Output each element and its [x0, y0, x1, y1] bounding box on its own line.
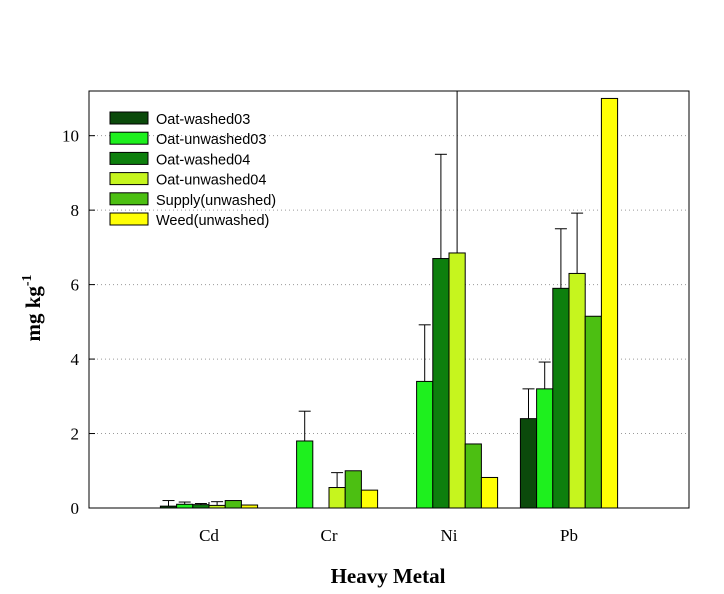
y-axis-title: mg kg-1	[20, 274, 45, 341]
y-tick-label: 8	[71, 201, 80, 220]
legend-swatch	[109, 212, 149, 226]
y-axis-ticks: 0 2 4 6 8 10	[62, 127, 95, 518]
legend-label: Oat-washed04	[156, 152, 250, 168]
bar	[176, 503, 194, 509]
legend-swatch	[109, 192, 149, 206]
bar	[552, 287, 570, 509]
bar	[464, 443, 482, 509]
bar	[328, 487, 346, 509]
legend: Oat-washed03 Oat-unwashed03 Oat-washed04 Oa…	[109, 111, 276, 229]
legend-label: Supply(unwashed)	[156, 193, 276, 209]
x-axis-title: Heavy Metal	[331, 564, 446, 588]
x-tick-label: Cd	[199, 526, 219, 545]
y-tick-label: 4	[71, 350, 80, 369]
x-axis-ticks: Cd Cr Ni Pb	[199, 502, 578, 545]
bar	[480, 476, 499, 509]
legend-swatch	[109, 131, 149, 145]
x-tick-label: Ni	[441, 526, 458, 545]
bar	[536, 388, 554, 509]
bar	[448, 252, 466, 509]
legend-label: Oat-unwashed03	[156, 132, 266, 148]
legend-label: Oat-unwashed04	[156, 173, 266, 189]
plot-frame	[88, 90, 690, 509]
bar	[192, 504, 210, 509]
x-tick-label: Cr	[321, 526, 338, 545]
y-tick-label: 10	[62, 127, 79, 146]
y-axis-title-superscript: -1	[20, 274, 35, 286]
bar	[432, 258, 450, 509]
bar	[584, 315, 602, 509]
legend-swatch	[109, 172, 149, 186]
bar	[600, 97, 619, 509]
y-axis-title-main: mg kg	[21, 286, 45, 342]
legend-label: Oat-washed03	[156, 112, 250, 128]
bar	[568, 272, 586, 509]
error-bars	[162, 91, 584, 507]
bar	[519, 418, 538, 509]
legend-swatch	[109, 151, 149, 165]
y-tick-label: 6	[71, 276, 80, 295]
y-tick-label: 2	[71, 425, 80, 444]
bar	[360, 489, 379, 509]
bars	[159, 97, 619, 509]
y-tick-label: 0	[71, 499, 80, 518]
bar	[344, 470, 362, 509]
legend-swatch	[109, 111, 149, 125]
bar	[296, 440, 314, 509]
bar	[416, 380, 434, 509]
bar	[224, 500, 242, 509]
legend-label: Weed(unwashed)	[156, 213, 269, 229]
x-tick-label: Pb	[560, 526, 578, 545]
